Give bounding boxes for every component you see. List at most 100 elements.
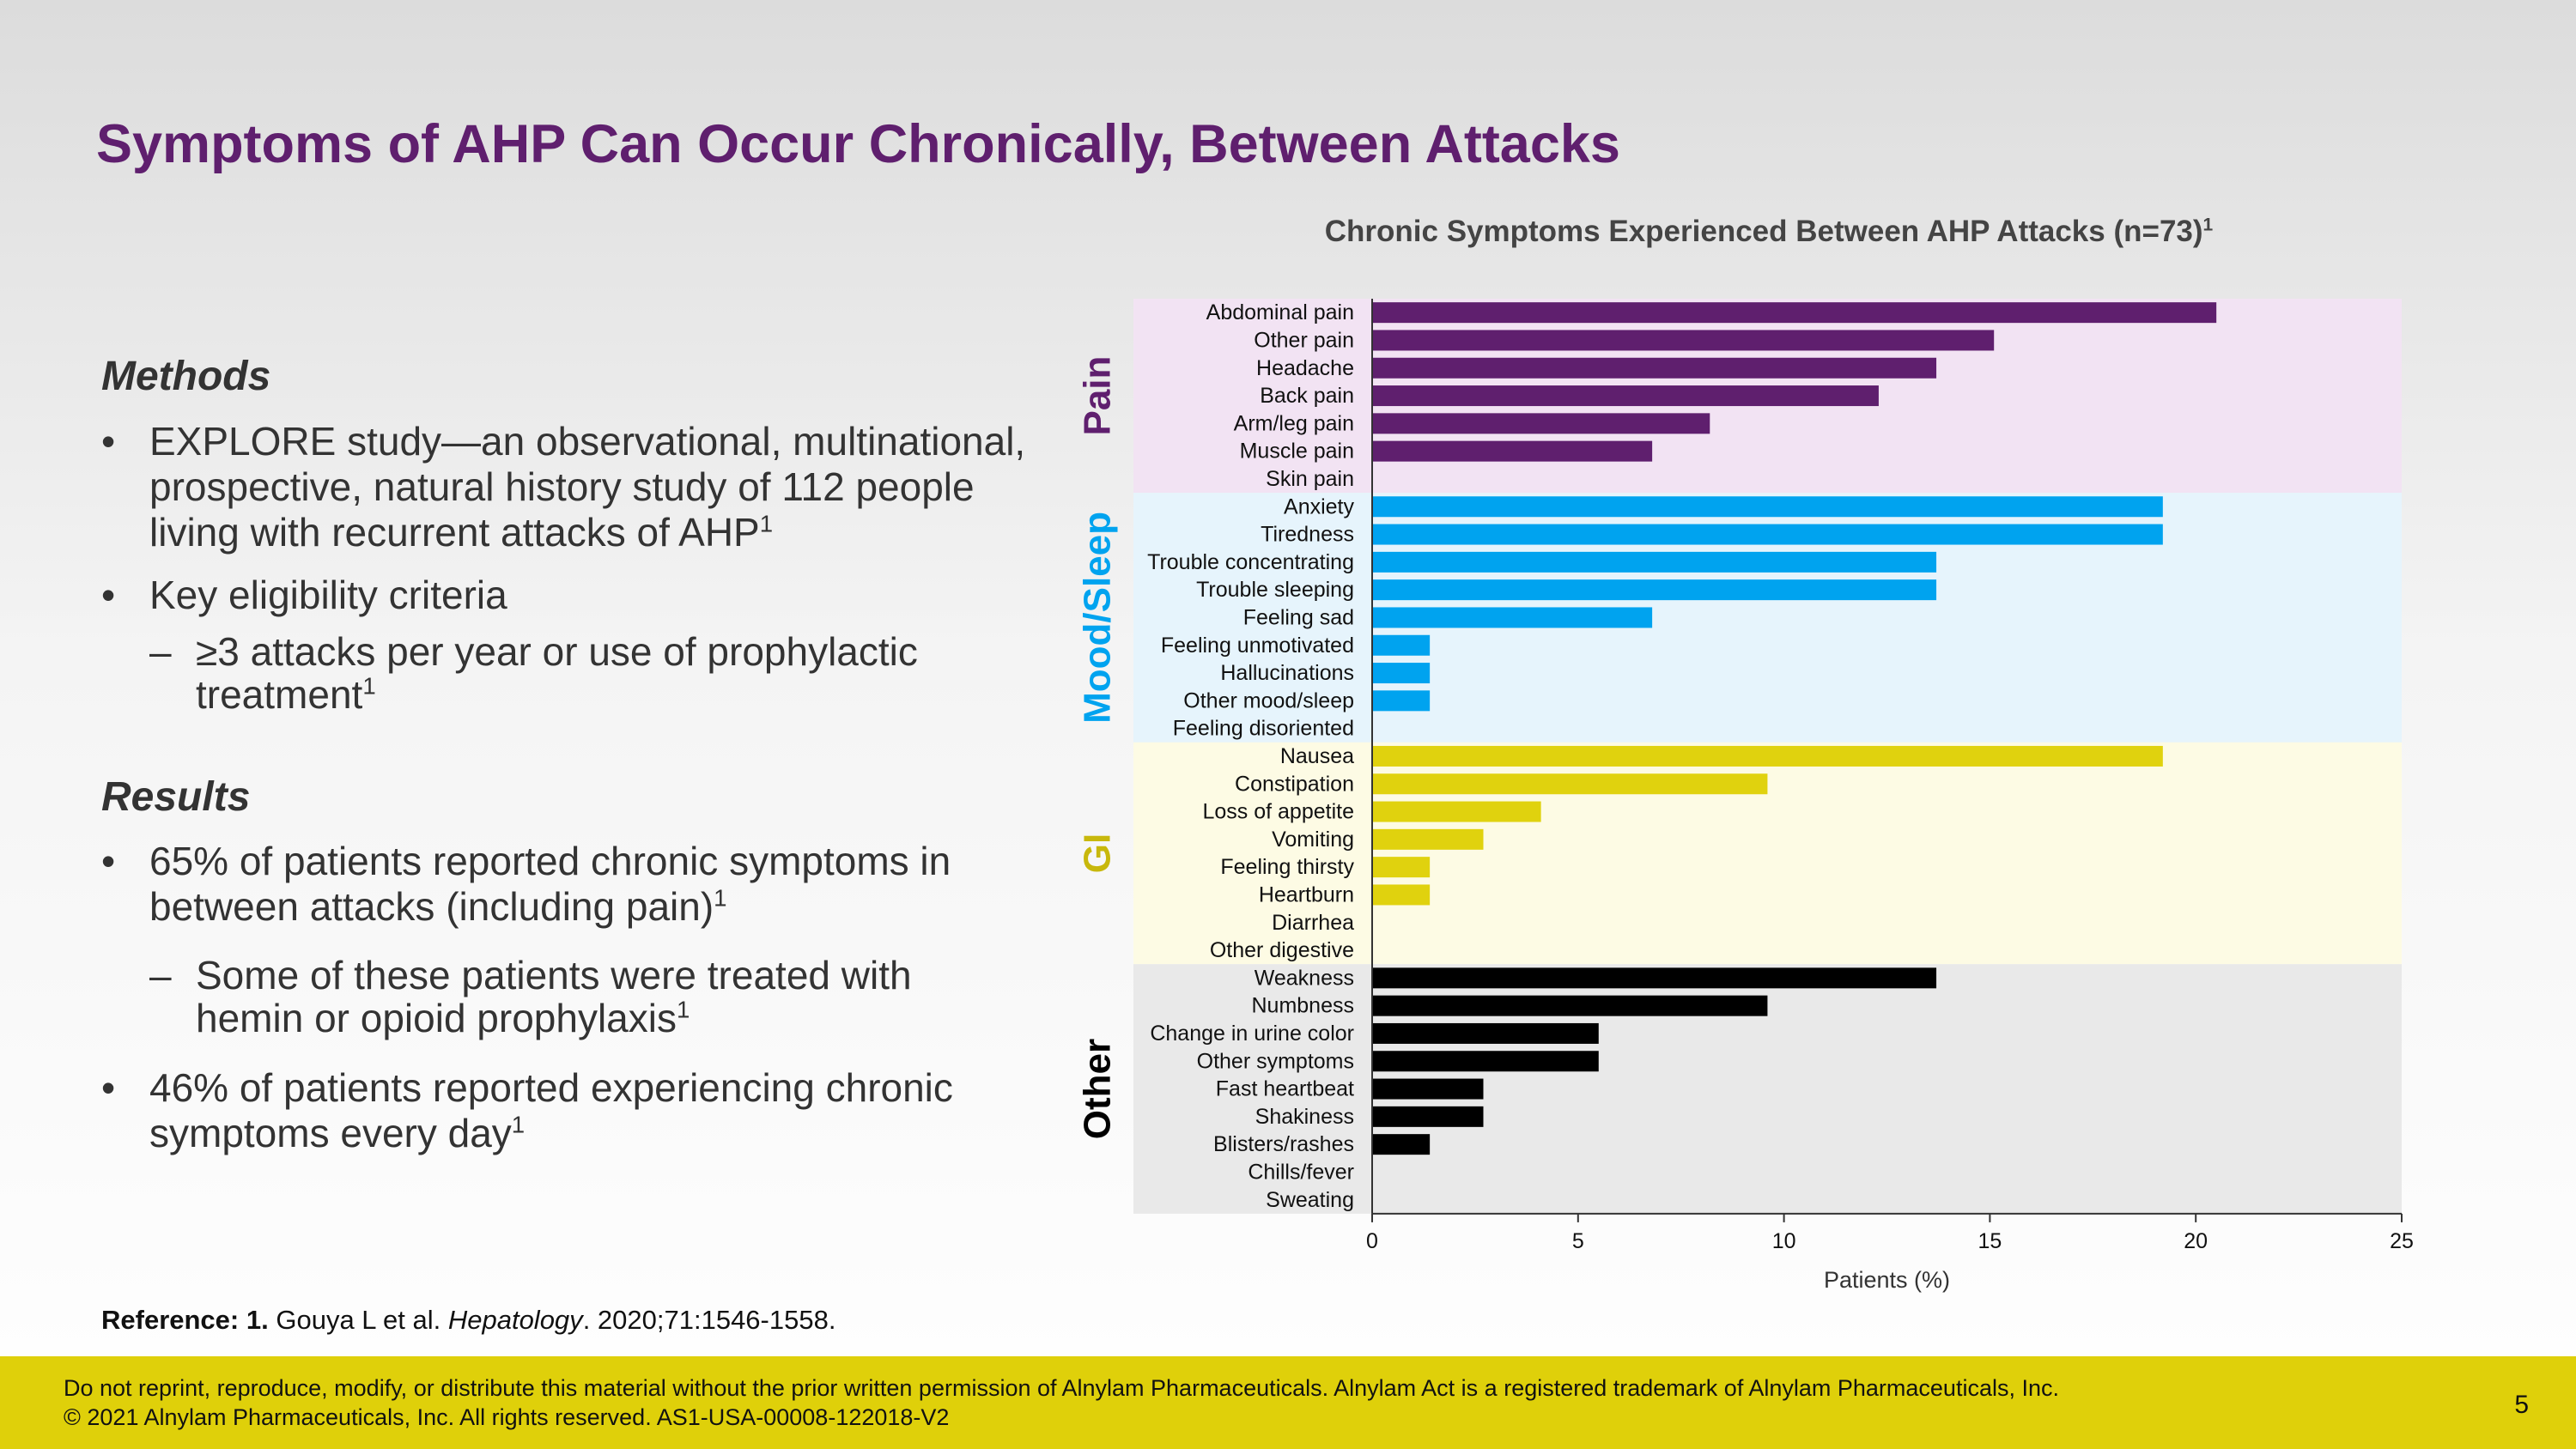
reference-label: Reference: bbox=[101, 1305, 240, 1335]
category-label: Other mood/sleep bbox=[1183, 688, 1354, 712]
citation-sup: 1 bbox=[2202, 215, 2214, 235]
group-band-3 bbox=[1133, 964, 2402, 1214]
category-label: Abdominal pain bbox=[1206, 300, 1354, 324]
category-label: Muscle pain bbox=[1240, 440, 1354, 464]
bar bbox=[1372, 1106, 1484, 1127]
reference-details: . 2020;71:1546-1558. bbox=[582, 1305, 836, 1335]
x-tick-label: 0 bbox=[1366, 1229, 1378, 1253]
slide-title: Symptoms of AHP Can Occur Chronically, B… bbox=[96, 114, 1620, 174]
category-label: Tiredness bbox=[1261, 523, 1354, 547]
bar bbox=[1372, 1134, 1431, 1155]
x-tick-label: 20 bbox=[2184, 1229, 2208, 1253]
bar bbox=[1372, 302, 2217, 324]
category-label: Diarrhea bbox=[1272, 911, 1354, 935]
footer-line2: © 2021 Alnylam Pharmaceuticals, Inc. All… bbox=[64, 1404, 950, 1430]
category-label: Back pain bbox=[1260, 384, 1354, 408]
category-label: Blisters/rashes bbox=[1213, 1132, 1354, 1156]
category-label: Headache bbox=[1256, 356, 1354, 380]
bar bbox=[1372, 330, 1995, 351]
bar bbox=[1372, 634, 1431, 656]
results-sub-treated: – Some of these patients were treated wit… bbox=[149, 953, 912, 1041]
category-label: Vomiting bbox=[1272, 828, 1354, 852]
bar bbox=[1372, 524, 2163, 545]
methods-sub-criteria-text: ≥3 attacks per year or use of prophylact… bbox=[196, 628, 918, 717]
citation-sup: 1 bbox=[676, 996, 690, 1023]
group-label: Other bbox=[1077, 1039, 1119, 1139]
reference: Reference: 1. Gouya L et al. Hepatology.… bbox=[101, 1305, 835, 1336]
bar bbox=[1372, 884, 1431, 906]
results-bullet-daily-text: 46% of patients reported experiencing ch… bbox=[149, 1065, 953, 1156]
bar bbox=[1372, 496, 2163, 518]
chart-title: Chronic Symptoms Experienced Between AHP… bbox=[1116, 215, 2421, 249]
category-label: Change in urine color bbox=[1150, 1022, 1354, 1046]
category-label: Skin pain bbox=[1266, 467, 1354, 491]
bar bbox=[1372, 773, 1768, 795]
bar bbox=[1372, 1022, 1599, 1044]
bar bbox=[1372, 551, 1937, 573]
category-label: Fast heartbeat bbox=[1216, 1077, 1354, 1101]
group-band-2 bbox=[1133, 742, 2402, 965]
footer-line1: Do not reprint, reproduce, modify, or di… bbox=[64, 1375, 2059, 1401]
results-bullet-chronic: 65% of patients reported chronic symptom… bbox=[101, 839, 1029, 930]
bar bbox=[1372, 745, 2163, 767]
category-label: Trouble sleeping bbox=[1196, 578, 1354, 602]
chart-title-text: Chronic Symptoms Experienced Between AHP… bbox=[1324, 215, 2203, 248]
category-label: Hallucinations bbox=[1220, 661, 1354, 685]
category-label: Chills/fever bbox=[1248, 1160, 1354, 1184]
bar bbox=[1372, 385, 1879, 407]
category-label: Feeling thirsty bbox=[1220, 855, 1354, 879]
bar bbox=[1372, 440, 1653, 462]
bar bbox=[1372, 857, 1431, 878]
category-label: Sweating bbox=[1266, 1188, 1354, 1212]
results-heading: Results bbox=[101, 773, 251, 820]
bar bbox=[1372, 828, 1484, 850]
bar bbox=[1372, 357, 1937, 379]
group-label: Pain bbox=[1077, 356, 1119, 436]
results-bullet-daily: 46% of patients reported experiencing ch… bbox=[101, 1065, 1029, 1156]
bar bbox=[1372, 607, 1653, 628]
category-label: Other symptoms bbox=[1197, 1049, 1354, 1073]
category-label: Trouble concentrating bbox=[1147, 550, 1354, 574]
methods-bullet-eligibility: Key eligibility criteria bbox=[101, 573, 1029, 618]
category-label: Shakiness bbox=[1255, 1105, 1354, 1129]
x-tick-label: 15 bbox=[1978, 1229, 2002, 1253]
methods-heading: Methods bbox=[101, 354, 271, 399]
category-label: Feeling sad bbox=[1243, 605, 1354, 629]
category-label: Weakness bbox=[1255, 966, 1354, 990]
group-label: Mood/Sleep bbox=[1077, 512, 1119, 724]
page-number: 5 bbox=[2514, 1391, 2529, 1419]
category-label: Feeling unmotivated bbox=[1161, 634, 1354, 658]
category-label: Nausea bbox=[1280, 744, 1354, 768]
x-tick-label: 25 bbox=[2390, 1229, 2414, 1253]
bar bbox=[1372, 1051, 1599, 1072]
left-text-column: Methods EXPLORE study—an observational, … bbox=[101, 352, 1029, 1156]
reference-authors: Gouya L et al. bbox=[276, 1305, 441, 1335]
bar bbox=[1372, 579, 1937, 601]
bar bbox=[1372, 413, 1710, 434]
footer-bar: Do not reprint, reproduce, modify, or di… bbox=[0, 1356, 2576, 1449]
category-label: Other pain bbox=[1254, 328, 1354, 352]
bar bbox=[1372, 1078, 1484, 1100]
category-label: Loss of appetite bbox=[1202, 800, 1354, 824]
x-tick-label: 10 bbox=[1772, 1229, 1796, 1253]
citation-sup: 1 bbox=[759, 510, 774, 537]
group-label: GI bbox=[1077, 834, 1119, 873]
category-label: Anxiety bbox=[1284, 494, 1354, 518]
x-tick-label: 5 bbox=[1572, 1229, 1584, 1253]
category-label: Arm/leg pain bbox=[1234, 411, 1354, 435]
category-label: Constipation bbox=[1235, 772, 1354, 796]
symptoms-bar-chart: Pain Abdominal pain Other pain Headache Back… bbox=[1077, 299, 2414, 1293]
methods-bullet-eligibility-text: Key eligibility criteria bbox=[149, 572, 507, 617]
citation-sup: 1 bbox=[714, 884, 727, 912]
reference-journal: Hepatology bbox=[447, 1305, 583, 1335]
citation-sup: 1 bbox=[362, 672, 376, 700]
category-label: Numbness bbox=[1252, 994, 1355, 1018]
methods-bullet-study: EXPLORE study—an observational, multinat… bbox=[101, 419, 1029, 555]
results-bullet-chronic-text: 65% of patients reported chronic symptom… bbox=[149, 839, 951, 930]
bar bbox=[1372, 801, 1541, 822]
category-label: Feeling disoriented bbox=[1173, 717, 1354, 741]
bar bbox=[1372, 967, 1937, 989]
results-sub-treated-text: Some of these patients were treated with… bbox=[196, 953, 912, 1041]
reference-number: 1. bbox=[246, 1305, 269, 1335]
x-axis-title: Patients (%) bbox=[1824, 1267, 1950, 1293]
